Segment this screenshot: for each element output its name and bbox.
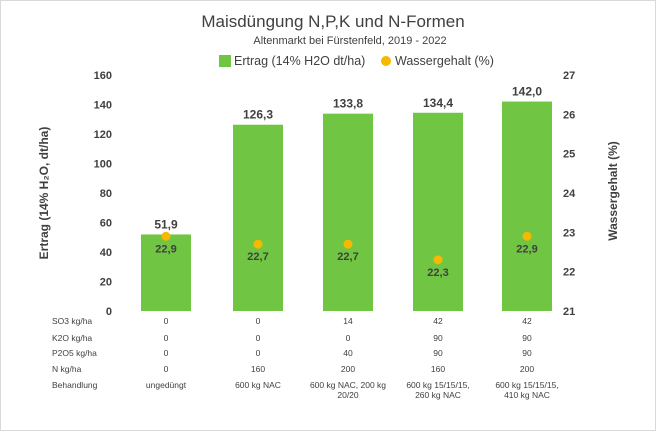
right-tick-label: 27 bbox=[563, 70, 575, 82]
table-cell: 0 bbox=[346, 333, 351, 343]
water-value-label: 22,9 bbox=[155, 243, 176, 255]
right-axis-title: Wassergehalt (%) bbox=[606, 141, 620, 241]
right-tick-label: 24 bbox=[563, 188, 576, 200]
bar-labels: 51,9 126,3 133,8 134,4 142,0 bbox=[154, 85, 542, 232]
water-dot bbox=[522, 231, 532, 241]
bar-value-label: 134,4 bbox=[423, 96, 453, 110]
table-cell: 200 bbox=[341, 364, 355, 374]
left-tick-label: 0 bbox=[106, 306, 112, 318]
left-tick-label: 120 bbox=[94, 129, 112, 141]
legend-marker-wasser bbox=[381, 56, 391, 66]
table-cell: 40 bbox=[343, 348, 353, 358]
left-tick-label: 80 bbox=[100, 188, 112, 200]
table-cell: 90 bbox=[522, 348, 532, 358]
table-cell: 0 bbox=[256, 348, 261, 358]
table-cell: 90 bbox=[522, 333, 532, 343]
table-cell: 14 bbox=[343, 316, 353, 326]
table-cell: 160 bbox=[431, 364, 445, 374]
chart-title: Maisdüngung N,P,K und N-Formen bbox=[201, 12, 464, 31]
water-value-label: 22,9 bbox=[516, 243, 537, 255]
bar bbox=[233, 124, 283, 312]
table-cell: 600 kg 15/15/15, bbox=[495, 380, 558, 390]
table-row-label: Behandlung bbox=[52, 380, 98, 390]
table-cell: 260 kg NAC bbox=[415, 390, 461, 400]
bar-value-label: 133,8 bbox=[333, 97, 363, 111]
table-cell: 0 bbox=[164, 333, 169, 343]
left-tick-label: 100 bbox=[94, 159, 112, 171]
left-tick-label: 40 bbox=[100, 247, 112, 259]
table-row-label: N kg/ha bbox=[52, 364, 82, 374]
table-cell: 0 bbox=[164, 364, 169, 374]
chart-subtitle: Altenmarkt bei Fürstenfeld, 2019 - 2022 bbox=[253, 35, 446, 47]
bar-value-label: 51,9 bbox=[154, 217, 178, 231]
table-row-label: K2O kg/ha bbox=[52, 333, 92, 343]
table-cell: 600 kg NAC bbox=[235, 380, 281, 390]
legend-swatch-ertrag bbox=[219, 55, 231, 67]
left-tick-label: 160 bbox=[94, 70, 112, 82]
left-axis-title: Ertrag (14% H₂O, dt/ha) bbox=[37, 127, 51, 260]
right-axis-ticks: 21 22 23 24 25 26 27 bbox=[563, 70, 576, 318]
table-row-label: P2O5 kg/ha bbox=[52, 348, 97, 358]
table-cell: 160 bbox=[251, 364, 265, 374]
left-axis-ticks: 0 20 40 60 80 100 120 140 160 bbox=[94, 70, 112, 318]
bar bbox=[323, 113, 373, 312]
bar-value-label: 142,0 bbox=[512, 85, 542, 99]
table-cell: 42 bbox=[433, 316, 443, 326]
water-dot bbox=[343, 239, 353, 249]
legend: Ertrag (14% H2O dt/ha) Wassergehalt (%) bbox=[219, 54, 494, 68]
table-cell: 20/20 bbox=[337, 390, 359, 400]
table-cell: 90 bbox=[433, 333, 443, 343]
left-tick-label: 20 bbox=[100, 277, 112, 289]
water-labels: 22,9 22,7 22,7 22,3 22,9 bbox=[155, 243, 537, 279]
water-dot bbox=[161, 231, 171, 241]
bars bbox=[141, 101, 552, 312]
table-cell: ungedüngt bbox=[146, 380, 187, 390]
right-tick-label: 23 bbox=[563, 227, 575, 239]
water-value-label: 22,3 bbox=[427, 267, 448, 279]
treatment-table: SO3 kg/ha 0 0 14 42 42 K2O kg/ha 0 0 0 90 90 P2O5 kg… bbox=[52, 316, 559, 400]
water-dot bbox=[253, 239, 263, 249]
bar bbox=[141, 234, 191, 311]
left-tick-label: 60 bbox=[100, 218, 112, 230]
table-cell: 42 bbox=[522, 316, 532, 326]
table-cell: 0 bbox=[256, 316, 261, 326]
table-cell: 600 kg NAC, 200 kg bbox=[310, 380, 386, 390]
legend-label-wasser: Wassergehalt (%) bbox=[395, 54, 494, 68]
legend-label-ertrag: Ertrag (14% H2O dt/ha) bbox=[234, 54, 365, 68]
table-cell: 0 bbox=[164, 348, 169, 358]
table-row-label: SO3 kg/ha bbox=[52, 316, 92, 326]
water-value-label: 22,7 bbox=[247, 251, 268, 263]
right-tick-label: 21 bbox=[563, 306, 575, 318]
water-value-label: 22,7 bbox=[337, 251, 358, 263]
right-tick-label: 25 bbox=[563, 149, 575, 161]
water-dots bbox=[161, 231, 532, 265]
table-cell: 0 bbox=[164, 316, 169, 326]
table-cell: 200 bbox=[520, 364, 534, 374]
right-tick-label: 22 bbox=[563, 267, 575, 279]
bar bbox=[502, 101, 552, 311]
table-cell: 410 kg NAC bbox=[504, 390, 550, 400]
table-cell: 90 bbox=[433, 348, 443, 358]
table-cell: 0 bbox=[256, 333, 261, 343]
left-tick-label: 140 bbox=[94, 100, 112, 112]
bar-value-label: 126,3 bbox=[243, 108, 273, 122]
right-tick-label: 26 bbox=[563, 109, 575, 121]
water-dot bbox=[433, 255, 443, 265]
bar bbox=[413, 112, 463, 311]
table-cell: 600 kg 15/15/15, bbox=[406, 380, 469, 390]
